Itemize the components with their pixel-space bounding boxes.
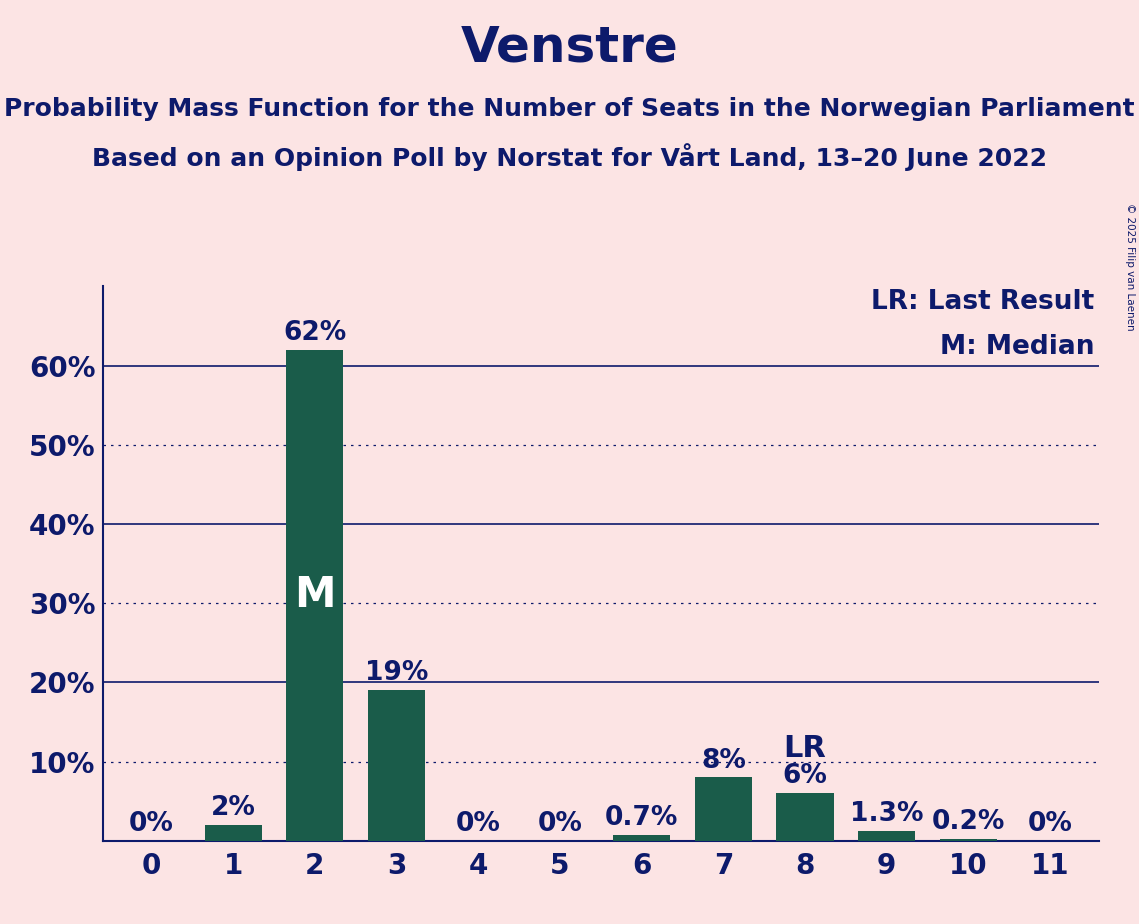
Text: Probability Mass Function for the Number of Seats in the Norwegian Parliament: Probability Mass Function for the Number… bbox=[5, 97, 1134, 121]
Text: 6%: 6% bbox=[782, 763, 828, 789]
Bar bbox=[286, 350, 344, 841]
Bar bbox=[940, 839, 997, 841]
Text: LR: LR bbox=[784, 735, 827, 763]
Text: 1.3%: 1.3% bbox=[850, 800, 924, 827]
Text: Venstre: Venstre bbox=[460, 23, 679, 71]
Text: 2%: 2% bbox=[211, 795, 255, 821]
Bar bbox=[695, 777, 752, 841]
Bar bbox=[368, 690, 425, 841]
Text: LR: Last Result: LR: Last Result bbox=[871, 289, 1095, 315]
Text: 19%: 19% bbox=[364, 661, 428, 687]
Text: © 2025 Filip van Laenen: © 2025 Filip van Laenen bbox=[1125, 203, 1134, 331]
Text: M: M bbox=[294, 575, 336, 616]
Text: 0.2%: 0.2% bbox=[932, 809, 1005, 835]
Text: 0%: 0% bbox=[538, 811, 582, 837]
Bar bbox=[858, 831, 916, 841]
Text: M: Median: M: Median bbox=[940, 334, 1095, 359]
Bar bbox=[777, 794, 834, 841]
Text: Based on an Opinion Poll by Norstat for Vårt Land, 13–20 June 2022: Based on an Opinion Poll by Norstat for … bbox=[92, 143, 1047, 171]
Text: 62%: 62% bbox=[284, 320, 346, 346]
Bar bbox=[205, 825, 262, 841]
Text: 0%: 0% bbox=[1027, 811, 1073, 837]
Text: 8%: 8% bbox=[700, 748, 746, 773]
Text: 0%: 0% bbox=[129, 811, 174, 837]
Text: 0%: 0% bbox=[456, 811, 501, 837]
Text: 0.7%: 0.7% bbox=[605, 806, 679, 832]
Bar bbox=[613, 835, 670, 841]
